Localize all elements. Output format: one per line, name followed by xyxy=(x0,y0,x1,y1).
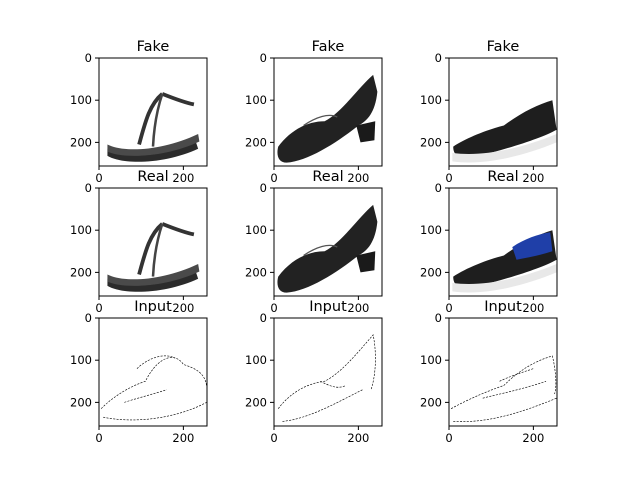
panel-title: Real xyxy=(312,169,343,185)
panel-title: Input xyxy=(134,299,172,315)
axes-frame xyxy=(448,187,558,297)
x-tick-label: 0 xyxy=(95,171,102,185)
shoe-image xyxy=(99,318,207,426)
x-tick-label: 0 xyxy=(445,301,452,315)
shoe-image xyxy=(274,318,382,426)
y-tick-label: 200 xyxy=(245,135,267,149)
shoe-image xyxy=(274,188,382,296)
y-tick-label: 200 xyxy=(245,395,267,409)
y-tick-label: 200 xyxy=(70,265,92,279)
y-tick-label: 100 xyxy=(245,353,267,367)
axes-frame xyxy=(273,187,383,297)
x-tick-label: 0 xyxy=(270,431,277,445)
y-tick-label: 100 xyxy=(420,353,442,367)
axes-frame xyxy=(448,57,558,167)
axes-frame xyxy=(98,187,208,297)
y-tick-label: 200 xyxy=(245,265,267,279)
axes-frame xyxy=(448,317,558,427)
axes-frame xyxy=(98,57,208,167)
x-tick-label: 200 xyxy=(522,301,544,315)
x-tick-label: 200 xyxy=(172,171,194,185)
x-tick-label: 0 xyxy=(95,431,102,445)
y-tick-label: 100 xyxy=(245,93,267,107)
panel-title: Fake xyxy=(487,39,520,55)
y-tick-label: 100 xyxy=(70,353,92,367)
x-tick-label: 200 xyxy=(347,431,369,445)
panel-title: Real xyxy=(137,169,168,185)
y-tick-label: 100 xyxy=(245,223,267,237)
y-tick-label: 100 xyxy=(70,223,92,237)
y-tick-label: 100 xyxy=(420,223,442,237)
panel-1-0: Real 0 100 200 0 200 xyxy=(70,169,208,315)
shoe-image xyxy=(99,188,207,296)
y-tick-label: 200 xyxy=(70,135,92,149)
x-tick-label: 200 xyxy=(522,431,544,445)
panel-0-2: Fake 0 100 200 0 200 xyxy=(420,39,558,185)
panel-2-0: Input 0 100 200 0 200 xyxy=(70,299,208,445)
x-tick-label: 0 xyxy=(270,171,277,185)
x-tick-label: 0 xyxy=(445,431,452,445)
panel-title: Fake xyxy=(137,39,170,55)
x-tick-label: 200 xyxy=(172,301,194,315)
shoe-image xyxy=(274,58,382,166)
panel-1-2: Real 0 100 200 0 200 xyxy=(420,169,558,315)
x-tick-label: 200 xyxy=(347,171,369,185)
x-tick-label: 0 xyxy=(95,301,102,315)
panel-title: Real xyxy=(487,169,518,185)
y-tick-label: 0 xyxy=(435,311,442,325)
y-tick-label: 0 xyxy=(85,311,92,325)
y-tick-label: 0 xyxy=(260,311,267,325)
panel-title: Input xyxy=(309,299,347,315)
x-tick-label: 0 xyxy=(445,171,452,185)
shoe-image xyxy=(449,318,557,426)
y-tick-label: 0 xyxy=(85,181,92,195)
x-tick-label: 0 xyxy=(270,301,277,315)
x-tick-label: 200 xyxy=(347,301,369,315)
shoe-image xyxy=(449,188,557,296)
panel-2-1: Input 0 100 200 0 200 xyxy=(245,299,383,445)
shoe-image xyxy=(449,58,557,166)
y-tick-label: 0 xyxy=(85,51,92,65)
y-tick-label: 100 xyxy=(420,93,442,107)
y-tick-label: 0 xyxy=(435,181,442,195)
y-tick-label: 0 xyxy=(435,51,442,65)
y-tick-label: 200 xyxy=(420,135,442,149)
y-tick-label: 0 xyxy=(260,181,267,195)
x-tick-label: 200 xyxy=(522,171,544,185)
y-tick-label: 0 xyxy=(260,51,267,65)
y-tick-label: 200 xyxy=(420,265,442,279)
x-tick-label: 200 xyxy=(172,431,194,445)
panel-title: Input xyxy=(484,299,522,315)
panel-0-1: Fake 0 100 200 0 200 xyxy=(245,39,383,185)
axes-frame xyxy=(98,317,208,427)
shoe-image xyxy=(99,58,207,166)
y-tick-label: 200 xyxy=(420,395,442,409)
panel-0-0: Fake 0 100 200 0 200 xyxy=(70,39,208,185)
panel-2-2: Input 0 100 200 0 200 xyxy=(420,299,558,445)
y-tick-label: 200 xyxy=(70,395,92,409)
y-tick-label: 100 xyxy=(70,93,92,107)
panel-1-1: Real 0 100 200 0 200 xyxy=(245,169,383,315)
axes-frame xyxy=(273,317,383,427)
axes-frame xyxy=(273,57,383,167)
panel-title: Fake xyxy=(312,39,345,55)
